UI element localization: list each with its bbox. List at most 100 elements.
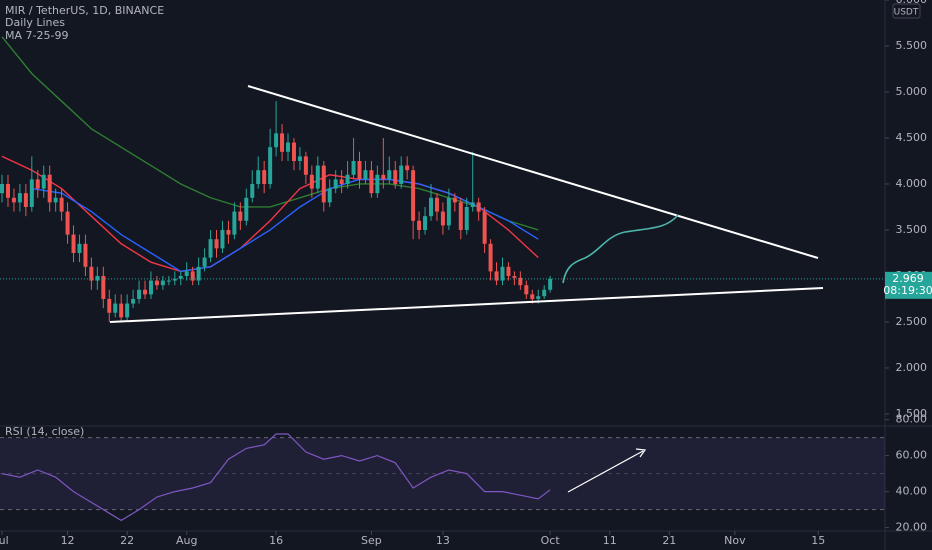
candle-body bbox=[143, 289, 148, 295]
candle-body bbox=[506, 266, 511, 276]
candle-body bbox=[512, 275, 517, 278]
candle-body bbox=[399, 165, 404, 184]
candle-body bbox=[0, 183, 5, 194]
candle-body bbox=[29, 179, 34, 207]
candle-body bbox=[363, 170, 368, 180]
y-tick-label: 4.000 bbox=[896, 177, 928, 190]
candle-body bbox=[423, 216, 428, 230]
currency-label[interactable]: USDT bbox=[894, 8, 919, 18]
candle-body bbox=[291, 142, 296, 161]
candle-body bbox=[17, 193, 22, 203]
x-tick-label: 12 bbox=[61, 534, 75, 547]
candle-body bbox=[524, 285, 529, 295]
x-tick-label: 16 bbox=[269, 534, 283, 547]
countdown-label: 08:19:30 bbox=[883, 284, 932, 297]
candle-body bbox=[297, 156, 302, 161]
rsi-title: RSI (14, close) bbox=[5, 425, 84, 438]
x-tick-label: 21 bbox=[662, 534, 676, 547]
candle-body bbox=[256, 170, 261, 184]
x-tick-label: 13 bbox=[436, 534, 450, 547]
candle-body bbox=[23, 193, 28, 207]
candle-body bbox=[220, 229, 225, 249]
y-tick-label: 4.500 bbox=[896, 131, 928, 144]
rsi-y-tick-label: 80.00 bbox=[896, 413, 928, 426]
candle-body bbox=[446, 197, 451, 226]
x-tick-label: 15 bbox=[811, 534, 825, 547]
candle-body bbox=[214, 239, 219, 249]
candle-body bbox=[131, 298, 136, 304]
rsi-y-tick-label: 60.00 bbox=[896, 449, 928, 462]
candle-body bbox=[393, 170, 398, 184]
candle-body bbox=[101, 275, 106, 299]
y-tick-label: 5.500 bbox=[896, 39, 928, 52]
rsi-y-tick-label: 20.00 bbox=[896, 521, 928, 534]
candle-body bbox=[309, 174, 314, 189]
candle-body bbox=[280, 133, 285, 152]
x-tick-label: Aug bbox=[176, 534, 197, 547]
trendline-upper bbox=[247, 85, 819, 259]
candle-body bbox=[238, 211, 243, 221]
candle-body bbox=[369, 170, 374, 194]
candle-body bbox=[333, 179, 338, 189]
candle-body bbox=[226, 229, 231, 235]
candle-body bbox=[327, 188, 332, 203]
candle-body bbox=[47, 174, 52, 203]
candle-body bbox=[434, 197, 439, 212]
x-tick-label: Nov bbox=[724, 534, 746, 547]
y-tick-label: 1.500 bbox=[896, 407, 928, 420]
candle-body bbox=[208, 239, 213, 258]
candle-body bbox=[5, 183, 10, 198]
x-tick-label: 22 bbox=[120, 534, 134, 547]
candle-body bbox=[494, 271, 499, 281]
y-tick-label: 5.000 bbox=[896, 85, 928, 98]
candle-body bbox=[137, 289, 142, 299]
x-tick-label: Oct bbox=[541, 534, 561, 547]
candle-body bbox=[500, 266, 505, 281]
rsi-pane bbox=[0, 416, 885, 533]
candle-body bbox=[482, 211, 487, 244]
candle-body bbox=[83, 243, 88, 267]
candle-body bbox=[375, 174, 380, 194]
candle-body bbox=[184, 271, 189, 276]
candle-body bbox=[452, 197, 457, 203]
candle-body bbox=[53, 197, 58, 203]
candle-body bbox=[476, 202, 481, 212]
candle-body bbox=[542, 289, 547, 297]
candle-body bbox=[470, 202, 475, 207]
y-tick-label: 3.500 bbox=[896, 223, 928, 236]
candle-body bbox=[548, 278, 553, 290]
candle-body bbox=[321, 165, 326, 203]
candle-body bbox=[339, 179, 344, 184]
x-tick-label: 11 bbox=[603, 534, 617, 547]
candle-body bbox=[518, 277, 523, 286]
x-tick-label: Sep bbox=[361, 534, 382, 547]
candle-body bbox=[274, 133, 279, 148]
candle-body bbox=[59, 197, 64, 212]
candle-body bbox=[244, 197, 249, 221]
rsi-y-tick-label: 40.00 bbox=[896, 485, 928, 498]
candle-body bbox=[178, 275, 183, 279]
last-price-box bbox=[885, 271, 932, 299]
candle-body bbox=[286, 142, 291, 152]
candle-body bbox=[464, 206, 469, 230]
candle-body bbox=[530, 294, 535, 299]
candle-body bbox=[107, 298, 112, 313]
candle-body bbox=[113, 303, 118, 313]
candle-body bbox=[262, 170, 267, 184]
candle-body bbox=[250, 183, 255, 198]
candle-body bbox=[381, 174, 386, 180]
y-tick-label: 2.500 bbox=[896, 315, 928, 328]
candle-body bbox=[190, 271, 195, 281]
rsi-arrow-head bbox=[635, 448, 647, 458]
rsi-line bbox=[1, 433, 551, 522]
candle-body bbox=[458, 202, 463, 230]
candle-body bbox=[405, 165, 410, 171]
candle-body bbox=[172, 278, 177, 281]
chart-title: MIR / TetherUS, 1D, BINANCE bbox=[5, 4, 164, 17]
candle-body bbox=[232, 211, 237, 235]
currency-box[interactable] bbox=[892, 3, 921, 19]
last-price-label: 2.969 bbox=[892, 272, 924, 285]
